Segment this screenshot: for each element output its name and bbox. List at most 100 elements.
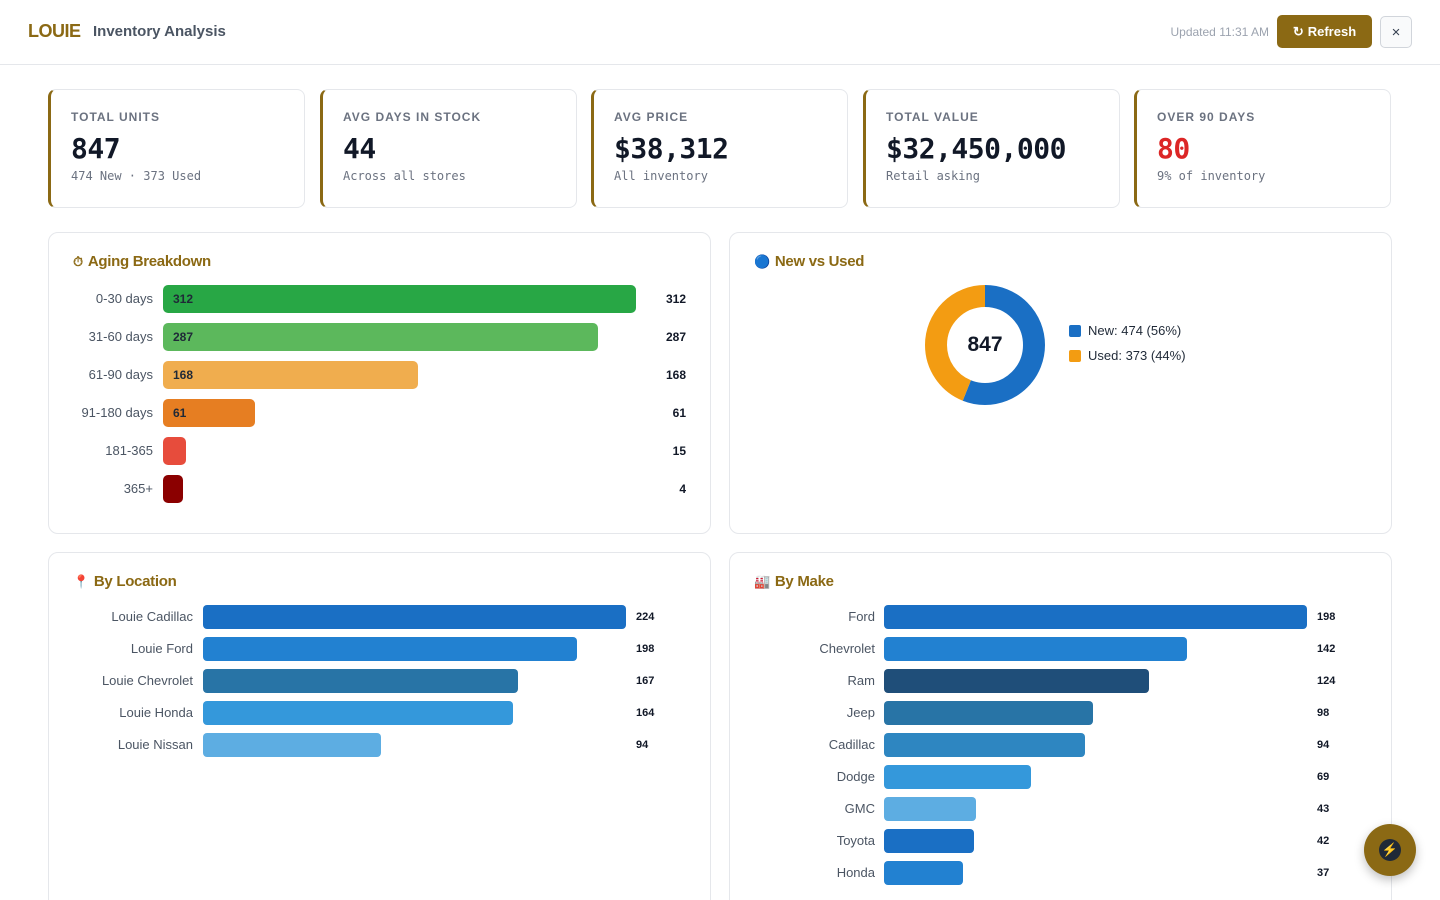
legend-swatch-used xyxy=(1069,349,1081,362)
bar-label: Louie Honda xyxy=(119,705,193,720)
top-bar: LOUIE Inventory Analysis Updated 11:31 A… xyxy=(0,0,1440,65)
bar xyxy=(884,765,1031,789)
legend-item-new: New: 474 (56%) xyxy=(1069,323,1186,338)
kpi-label: TOTAL UNITS xyxy=(71,110,160,124)
by-make-row: Dodge 69 xyxy=(730,765,1391,789)
by-make-row: GMC 43 xyxy=(730,797,1391,821)
bar-value: 42 xyxy=(1317,835,1330,847)
bar-label: Ford xyxy=(848,609,875,624)
quick-action-button[interactable]: ⚡ xyxy=(1364,824,1416,876)
aging-bar-label: 287 xyxy=(173,330,194,344)
kpi-value: 847 xyxy=(71,132,121,165)
aging-label: 0-30 days xyxy=(95,291,153,306)
panel-title: 🔵 New vs Used xyxy=(754,253,864,270)
bar-value: 224 xyxy=(636,611,655,623)
bar xyxy=(203,669,518,693)
aging-value: 15 xyxy=(672,444,686,458)
bar xyxy=(884,797,976,821)
kpi-card-total-units: TOTAL UNITS 847 474 New · 373 Used xyxy=(48,89,305,208)
kpi-card-total-value: TOTAL VALUE $32,450,000 Retail asking xyxy=(863,89,1120,208)
brand-logo: LOUIE xyxy=(28,21,81,41)
panel-title: 📍 By Location xyxy=(73,573,177,590)
kpi-value: 44 xyxy=(343,132,376,165)
donut-legend: New: 474 (56%) Used: 373 (44%) xyxy=(1069,323,1186,373)
by-make-row: Ford 198 xyxy=(730,605,1391,629)
legend-label-used: Used: 373 (44%) xyxy=(1088,348,1186,363)
close-button[interactable]: × xyxy=(1380,16,1412,48)
pin-icon: 📍 xyxy=(73,573,89,589)
bar xyxy=(884,829,974,853)
refresh-button[interactable]: ↻ Refresh xyxy=(1277,15,1372,48)
aging-value: 4 xyxy=(679,482,686,496)
by-location-row: Louie Cadillac 224 xyxy=(49,605,710,629)
aging-label: 365+ xyxy=(123,481,153,496)
panel-title-text: New vs Used xyxy=(774,253,865,270)
bar-label: Honda xyxy=(836,865,875,880)
bar xyxy=(884,605,1307,629)
updated-timestamp: Updated 11:31 AM xyxy=(1170,25,1269,39)
aging-bar-label: 168 xyxy=(173,368,194,382)
bar-label: GMC xyxy=(844,801,875,816)
bar xyxy=(203,733,381,757)
bar-label: Louie Nissan xyxy=(117,737,193,752)
stopwatch-icon: ⏱ xyxy=(73,253,83,269)
kpi-subtext: 9% of inventory xyxy=(1157,169,1266,183)
aging-bar: 61 xyxy=(163,399,255,427)
aging-value: 312 xyxy=(665,292,686,306)
bar xyxy=(884,733,1085,757)
by-location-row: Louie Ford 198 xyxy=(49,637,710,661)
bar xyxy=(203,605,626,629)
legend-label-new: New: 474 (56%) xyxy=(1088,323,1182,338)
by-location-row: Louie Nissan 94 xyxy=(49,733,710,757)
donut-total: 847 xyxy=(967,333,1003,356)
bar xyxy=(203,637,577,661)
kpi-subtext: 474 New · 373 Used xyxy=(71,169,202,183)
kpi-subtext: Retail asking xyxy=(886,169,980,183)
bar-label: Ram xyxy=(847,673,875,688)
bar-value: 124 xyxy=(1317,675,1336,687)
bar-value: 94 xyxy=(1317,739,1330,751)
bar-label: Jeep xyxy=(846,705,875,720)
aging-row: 31-60 days 287 287 xyxy=(49,323,710,351)
lightning-icon: ⚡ xyxy=(1379,839,1401,861)
by-make-row: Chevrolet 142 xyxy=(730,637,1391,661)
new-vs-used-panel: 🔵 New vs Used 847 New: 474 (56%) Used: 3… xyxy=(729,232,1392,534)
aging-bar xyxy=(163,475,183,503)
kpi-label: AVG DAYS IN STOCK xyxy=(343,110,482,124)
by-make-panel: 🏭 By Make Ford 198 Chevrolet 142 Ram 124 Jeep 9… xyxy=(729,552,1392,900)
by-make-row: Honda 37 xyxy=(730,861,1391,885)
aging-label: 61-90 days xyxy=(88,367,153,382)
donut-slice-used xyxy=(925,285,1045,405)
kpi-label: AVG PRICE xyxy=(614,110,689,124)
by-location-panel: 📍 By Location Louie Cadillac 224 Louie For… xyxy=(48,552,711,900)
panel-title-text: By Make xyxy=(774,573,834,590)
legend-item-used: Used: 373 (44%) xyxy=(1069,348,1186,363)
aging-row: 181-365 15 xyxy=(49,437,710,465)
kpi-subtext: All inventory xyxy=(614,169,708,183)
refresh-label: Refresh xyxy=(1307,24,1357,39)
bar xyxy=(884,669,1149,693)
bar-label: Cadillac xyxy=(828,737,875,752)
new-used-donut-chart xyxy=(925,285,1045,405)
aging-row: 91-180 days 61 61 xyxy=(49,399,710,427)
aging-row: 0-30 days 312 312 xyxy=(49,285,710,313)
aging-label: 31-60 days xyxy=(88,329,153,344)
by-make-row: Ram 124 xyxy=(730,669,1391,693)
bar-value: 198 xyxy=(1317,611,1336,623)
bar-value: 37 xyxy=(1317,867,1330,879)
bar-label: Toyota xyxy=(836,833,875,848)
panel-title: 🏭 By Make xyxy=(754,573,834,590)
kpi-card-avg-price: AVG PRICE $38,312 All inventory xyxy=(591,89,848,208)
bar-value: 98 xyxy=(1317,707,1330,719)
kpi-card-avg-days: AVG DAYS IN STOCK 44 Across all stores xyxy=(320,89,577,208)
kpi-label: TOTAL VALUE xyxy=(886,110,979,124)
bar-label: Louie Chevrolet xyxy=(101,673,193,688)
bar-label: Dodge xyxy=(836,769,875,784)
bar-label: Louie Ford xyxy=(130,641,193,656)
kpi-subtext: Across all stores xyxy=(343,169,466,183)
kpi-value: $32,450,000 xyxy=(886,132,1066,165)
bar-label: Louie Cadillac xyxy=(111,609,193,624)
legend-swatch-new xyxy=(1069,324,1081,337)
by-make-row: Jeep 98 xyxy=(730,701,1391,725)
page-title: Inventory Analysis xyxy=(93,23,226,40)
